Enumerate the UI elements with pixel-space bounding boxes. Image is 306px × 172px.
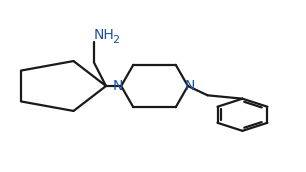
Text: 2: 2	[112, 35, 119, 45]
Text: N: N	[184, 79, 195, 93]
Text: NH: NH	[94, 28, 115, 42]
Text: N: N	[112, 79, 123, 93]
